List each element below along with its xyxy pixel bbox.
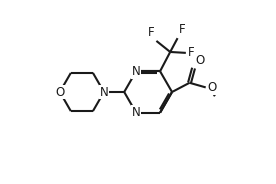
Text: F: F bbox=[188, 46, 194, 59]
Text: F: F bbox=[179, 23, 185, 36]
Text: N: N bbox=[132, 65, 140, 78]
Text: N: N bbox=[132, 106, 140, 119]
Text: O: O bbox=[55, 86, 64, 98]
Text: F: F bbox=[148, 26, 155, 39]
Text: N: N bbox=[100, 86, 108, 98]
Text: O: O bbox=[195, 54, 205, 67]
Text: O: O bbox=[208, 81, 217, 94]
